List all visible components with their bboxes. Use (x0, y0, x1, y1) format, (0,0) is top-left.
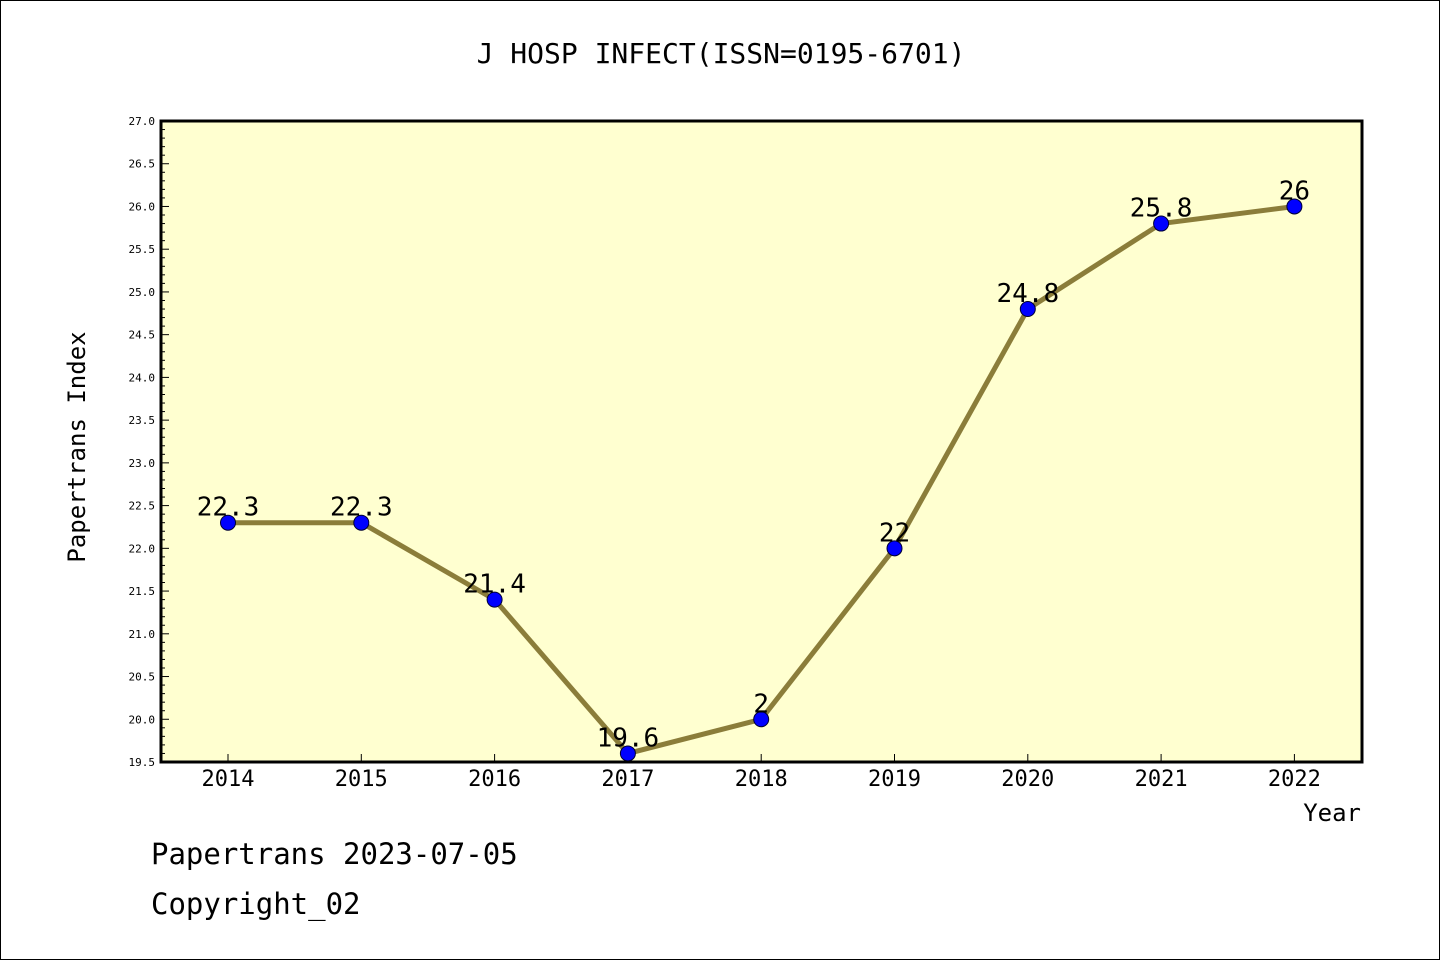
data-point (1153, 215, 1170, 232)
y-tick-label: 21.0 (129, 628, 156, 641)
data-label: 22 (879, 518, 910, 548)
y-tick-label: 25.5 (129, 243, 156, 256)
footer-copyright: Copyright_02 (151, 887, 361, 921)
x-tick-label: 2020 (1001, 767, 1054, 792)
y-tick-label: 22.5 (129, 500, 156, 513)
x-tick-label: 2017 (601, 767, 654, 792)
data-point (1019, 301, 1036, 318)
chart-title: J HOSP INFECT(ISSN=0195-6701) (476, 37, 966, 70)
y-tick-label: 21.5 (129, 585, 156, 598)
y-tick-label: 27.0 (129, 115, 156, 128)
data-label: 2 (753, 689, 769, 719)
x-tick-label: 2015 (335, 767, 388, 792)
x-tick-label: 2021 (1135, 767, 1188, 792)
data-point (886, 540, 903, 557)
x-axis-ticks: 2014 2015 2016 2017 2018 2019 2020 2021 2022 (202, 754, 1321, 792)
footer-date: Papertrans 2023-07-05 (151, 837, 518, 871)
x-tick-label: 2022 (1268, 767, 1321, 792)
data-label: 26 (1279, 176, 1310, 206)
data-label: 22.3 (330, 493, 393, 523)
y-tick-label: 20.0 (129, 713, 156, 726)
y-tick-label: 26.0 (129, 200, 156, 213)
y-axis-label: Papertrans Index (63, 331, 91, 562)
data-point (1286, 198, 1303, 215)
data-point (220, 514, 236, 531)
y-tick-label: 23.5 (129, 414, 156, 427)
y-tick-label: 23.0 (129, 457, 156, 470)
plot-border (159, 119, 1364, 764)
y-tick-label: 20.5 (129, 671, 156, 684)
x-tick-label: 2018 (735, 767, 788, 792)
data-label: 19.6 (597, 723, 660, 753)
y-tick-label: 24.0 (129, 371, 156, 384)
y-tick-label: 24.5 (129, 329, 156, 342)
y-tick-label: 22.0 (129, 542, 156, 555)
x-tick-label: 2019 (868, 767, 921, 792)
x-tick-label: 2014 (202, 767, 255, 792)
data-label: 22.3 (197, 493, 260, 523)
data-point (753, 711, 770, 728)
y-axis-ticks: 19.5 20.0 20.5 21.0 21.5 22.0 22.5 23.0 23.5 24.0… (129, 115, 169, 769)
y-tick-label: 19.5 (129, 756, 156, 769)
data-label: 25.8 (1130, 194, 1193, 224)
y-tick-label: 25.0 (129, 286, 156, 299)
data-label: 21.4 (463, 570, 526, 600)
x-axis-label: Year (1303, 799, 1361, 827)
y-tick-label: 26.5 (129, 158, 156, 171)
data-label: 24.8 (996, 279, 1059, 309)
x-tick-label: 2016 (468, 767, 521, 792)
data-point (486, 591, 503, 608)
data-points (220, 198, 1303, 762)
data-point (353, 514, 370, 531)
